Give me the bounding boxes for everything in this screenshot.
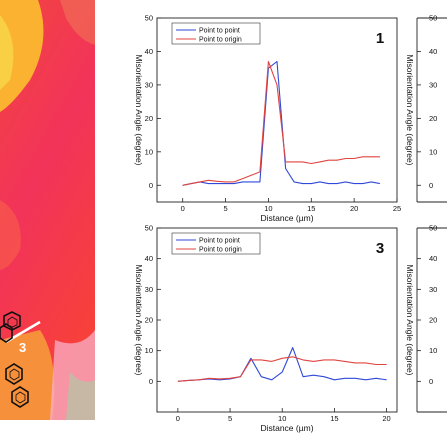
y-tick-label: 50 xyxy=(429,224,437,233)
y-tick-label: 50 xyxy=(145,14,153,23)
x-tick-label: 20 xyxy=(382,414,390,423)
plot-frame xyxy=(156,17,398,203)
grain-orange-top xyxy=(0,0,44,112)
y-tick-label: 10 xyxy=(429,346,437,355)
y-axis-label: Misorientation Angle (degree) xyxy=(134,264,144,375)
y-tick-label: 50 xyxy=(429,14,437,23)
legend-entry: Point to point xyxy=(199,238,240,245)
unit-cell-icon xyxy=(0,323,13,343)
x-tick-label: 10 xyxy=(264,204,272,213)
grain-yellow xyxy=(0,15,14,90)
x-tick-label: 25 xyxy=(393,204,401,213)
y-tick-label: 0 xyxy=(149,181,153,190)
grain-orange-bottom xyxy=(0,330,55,420)
chart-panel-3: 0 10 20 30 40 50 0 5 10 15 20 Distance (µm) Misorien… xyxy=(134,224,398,433)
grain-green xyxy=(66,372,95,420)
y-tick-label: 20 xyxy=(429,114,437,123)
y-tick-label: 20 xyxy=(429,316,437,325)
series-line-point-to-origin xyxy=(177,356,387,382)
x-axis-label: Distance (µm) xyxy=(260,423,313,433)
y-tick-label: 30 xyxy=(429,285,437,294)
legend-entry: Point to origin xyxy=(199,247,242,254)
unit-cell-icon xyxy=(15,391,26,404)
y-axis-label: Misorientation Angle (degree) xyxy=(405,264,415,375)
y-tick-label: 30 xyxy=(145,285,153,294)
y-tick-label: 40 xyxy=(429,254,437,263)
scan-line-label: 3 xyxy=(19,340,26,355)
x-tick-label: 10 xyxy=(278,414,286,423)
y-axis-label: Misorientation Angle (degree) xyxy=(134,54,144,165)
y-axis-label: Misorientation Angle (degree) xyxy=(405,54,415,165)
unit-cell-markers xyxy=(0,311,29,408)
y-tick-label: 40 xyxy=(145,254,153,263)
legend-entry: Point to point xyxy=(199,28,240,35)
series-line-point-to-point xyxy=(177,347,387,382)
chart-panel-1: 0 10 20 30 40 50 0 5 10 15 20 25 Distance (µm) Misori… xyxy=(134,14,401,224)
x-tick-label: 15 xyxy=(330,414,338,423)
x-tick-label: 20 xyxy=(350,204,358,213)
x-tick-label: 0 xyxy=(181,204,185,213)
y-tick-label: 50 xyxy=(145,224,153,233)
ebsd-orientation-map: 3 xyxy=(0,0,95,420)
y-tick-label: 10 xyxy=(145,346,153,355)
series-line-point-to-point xyxy=(182,60,381,186)
x-tick-label: 5 xyxy=(228,414,232,423)
partial-chart-panel: 0 10 20 30 40 50 Misorientation Angle (degree) xyxy=(405,224,447,413)
y-tick-label: 10 xyxy=(429,147,437,156)
panel-number: 3 xyxy=(376,240,384,257)
y-tick-label: 0 xyxy=(429,377,433,386)
y-tick-label: 30 xyxy=(145,80,153,89)
y-tick-label: 40 xyxy=(145,47,153,56)
x-tick-label: 15 xyxy=(307,204,315,213)
x-tick-label: 0 xyxy=(176,414,180,423)
plot-frame xyxy=(156,227,398,413)
series-line-point-to-origin xyxy=(182,60,380,186)
legend-entry: Point to origin xyxy=(199,37,242,44)
y-tick-label: 10 xyxy=(145,147,153,156)
partial-chart-panel: 0 10 20 30 40 50 Misorientation Angle (degree) xyxy=(405,14,447,203)
y-tick-label: 30 xyxy=(429,80,437,89)
grain-salmon xyxy=(60,0,95,45)
y-tick-label: 0 xyxy=(429,181,433,190)
unit-cell-icon xyxy=(11,386,29,408)
y-tick-label: 20 xyxy=(145,316,153,325)
y-tick-label: 20 xyxy=(145,114,153,123)
unit-cell-icon xyxy=(9,368,20,381)
x-tick-label: 5 xyxy=(223,204,227,213)
grain-coral xyxy=(0,200,21,270)
y-tick-label: 40 xyxy=(429,47,437,56)
panel-number: 1 xyxy=(376,30,384,47)
x-axis-label: Distance (µm) xyxy=(260,213,313,223)
unit-cell-icon xyxy=(5,363,23,385)
y-tick-label: 0 xyxy=(149,377,153,386)
